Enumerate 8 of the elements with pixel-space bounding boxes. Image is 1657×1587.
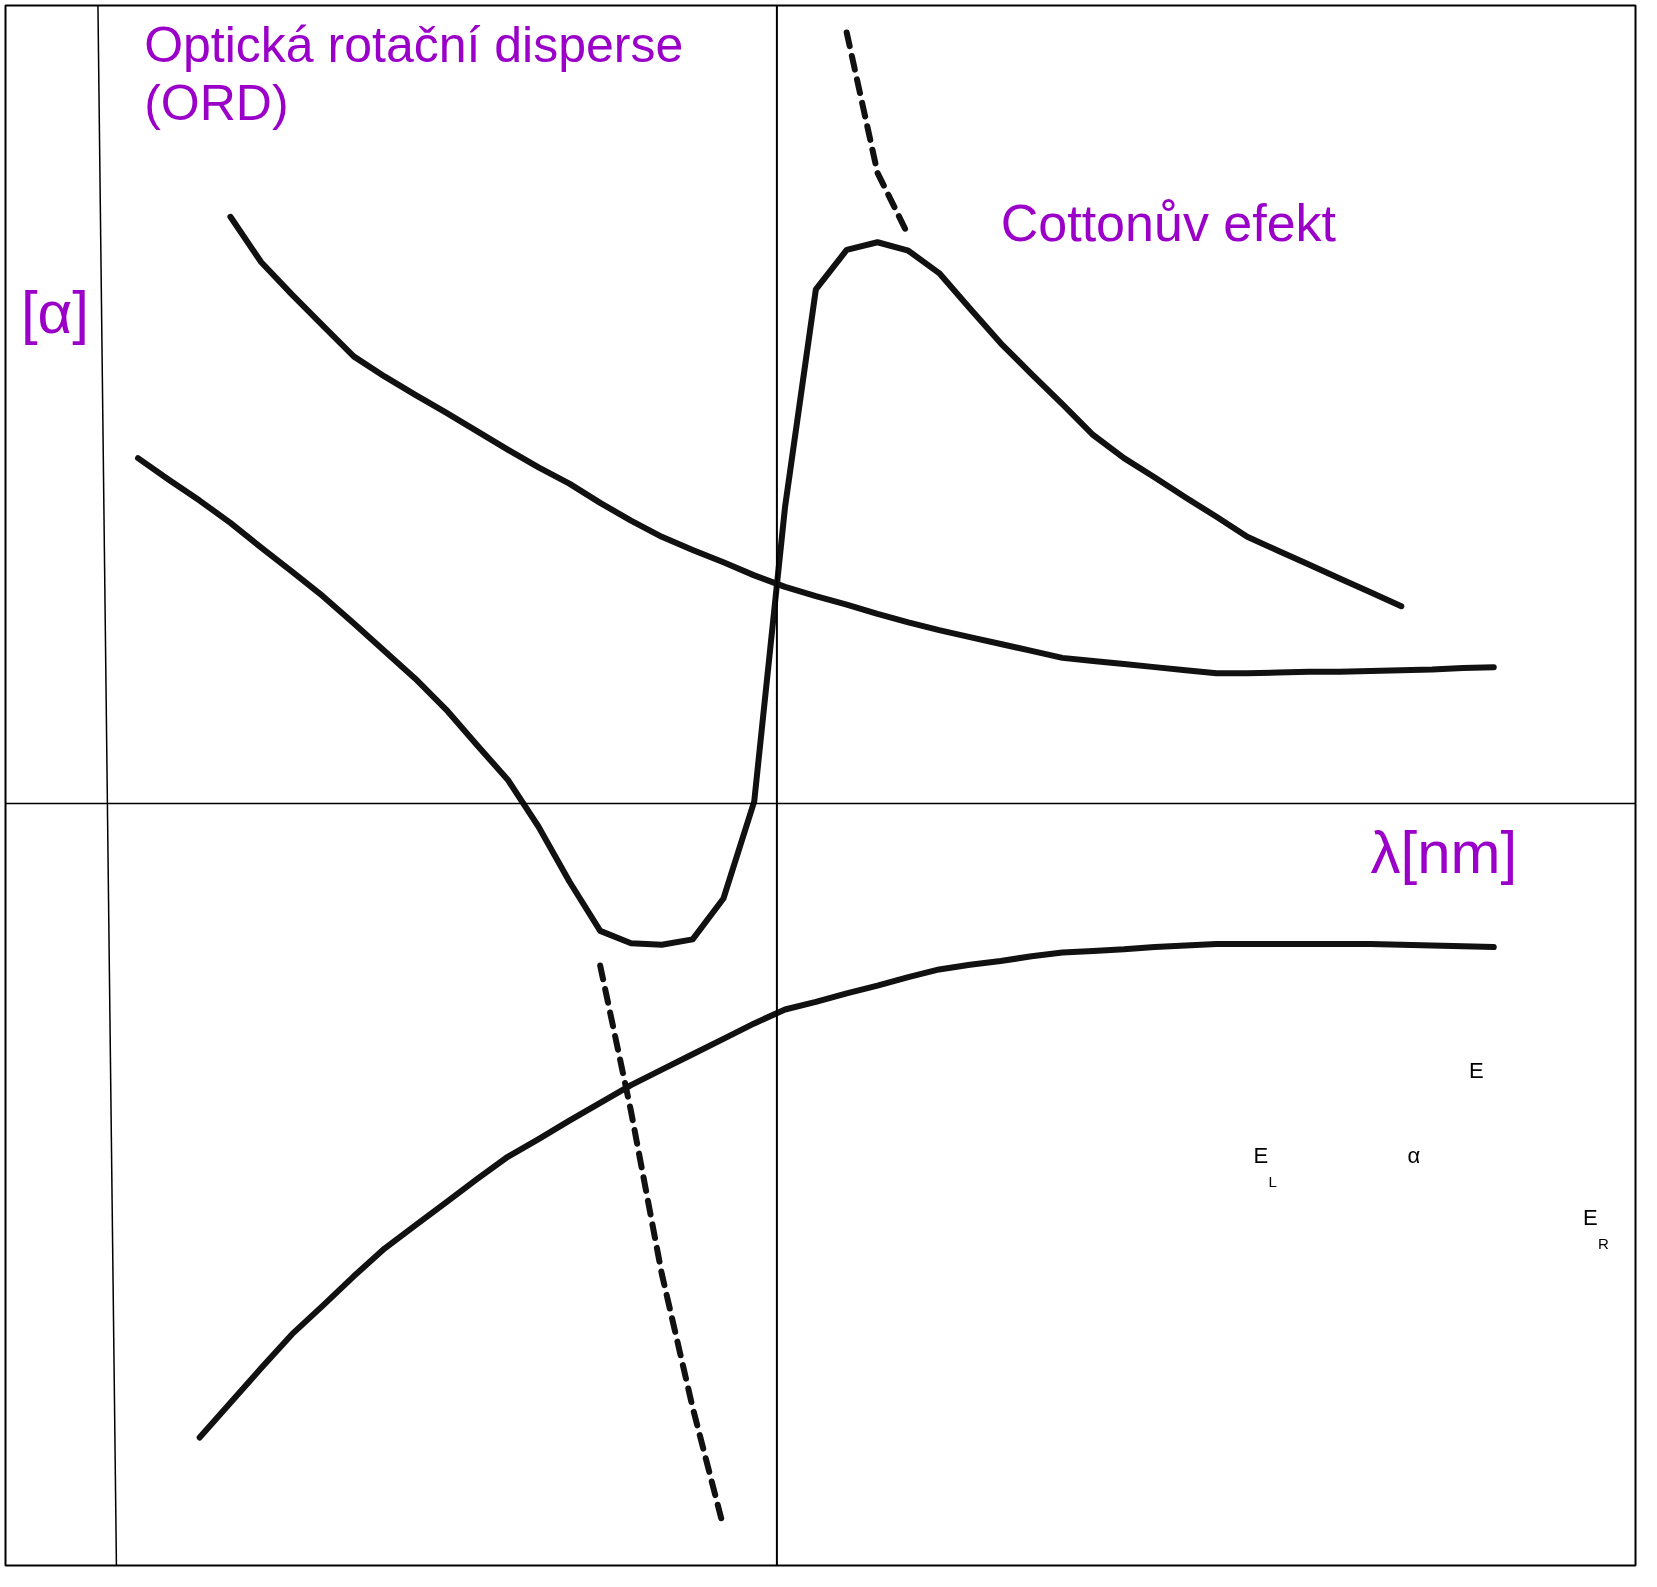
text: ER [1583,1204,1610,1252]
annotation: Cottonův efekt [1000,194,1337,253]
y-axis-title: [α] [20,279,89,347]
annotation: α [1407,1142,1421,1168]
x-axis-title: λ[nm] [1370,819,1518,887]
chart-title: Optická rotační disperse (ORD) [144,17,684,131]
annotation: EL [1253,1142,1277,1190]
annotation: E [1469,1058,1484,1084]
